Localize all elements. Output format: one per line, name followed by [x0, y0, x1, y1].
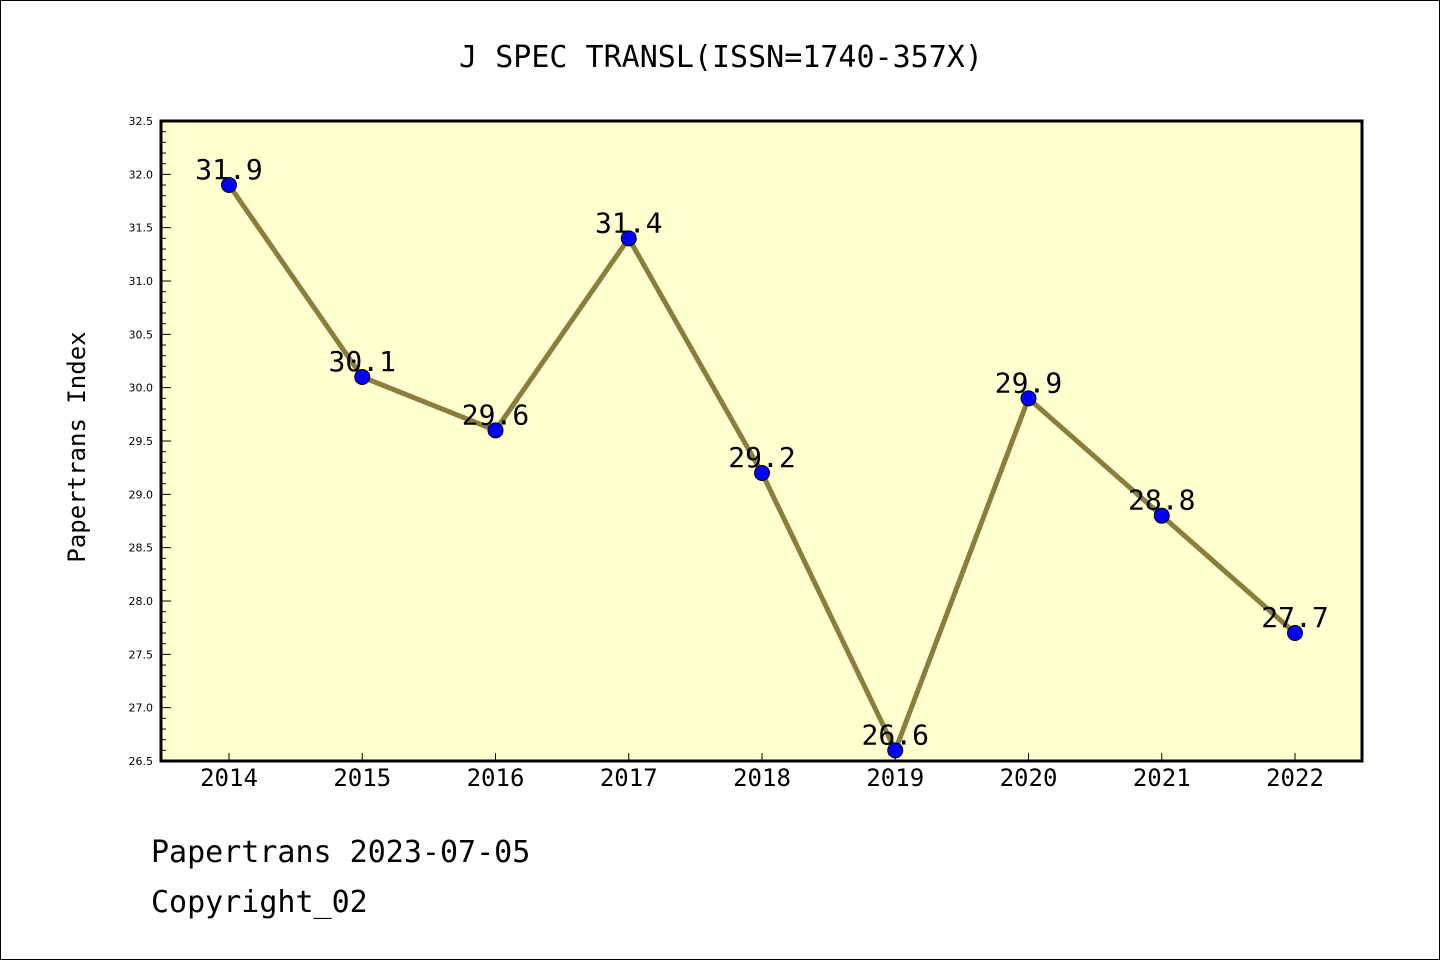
plot-area: [159, 119, 1364, 763]
x-tick-label: 2022: [1266, 764, 1324, 792]
data-point-marker: [1020, 390, 1037, 407]
data-point-marker: [620, 230, 637, 247]
y-tick-label: 27.5: [129, 648, 154, 661]
y-axis: 26.5 27.0 27.5 28.0 28.5 29.0 29.5 30.0 30.5 31.0…: [129, 115, 171, 768]
x-tick-label: 2015: [333, 764, 391, 792]
footer-copyright: Copyright_02: [151, 885, 368, 920]
data-point-marker: [887, 742, 904, 759]
y-tick-label: 30.5: [129, 328, 154, 341]
data-label: 29.6: [462, 398, 529, 431]
x-tick-label: 2016: [467, 764, 525, 792]
y-tick-label: 31.5: [129, 222, 154, 235]
data-label: 31.9: [195, 153, 262, 186]
data-label: 30.1: [329, 345, 396, 378]
y-tick-label: 26.5: [129, 755, 154, 768]
y-tick-label: 30.0: [129, 382, 154, 395]
y-tick-label: 32.5: [129, 115, 154, 128]
y-tick-label: 27.0: [129, 702, 154, 715]
y-tick-label: 28.5: [129, 542, 154, 555]
data-labels: 31.9 30.1 29.6 31.4 29.2 26.6 29.9 28.8 27.7: [195, 153, 1328, 751]
y-tick-label: 29.5: [129, 435, 154, 448]
x-tick-label: 2020: [1000, 764, 1058, 792]
x-axis: 2014 2015 2016 2017 2018 2019 2020 2021 2022: [200, 753, 1324, 792]
x-tick-label: 2014: [200, 764, 258, 792]
x-tick-label: 2018: [733, 764, 791, 792]
footer-date-line: Papertrans 2023-07-05: [151, 835, 531, 870]
x-tick-label: 2017: [600, 764, 658, 792]
data-label: 26.6: [862, 718, 929, 751]
data-label: 27.7: [1261, 601, 1328, 634]
chart-title: J SPEC TRANSL(ISSN=1740-357X): [459, 40, 983, 75]
data-label: 31.4: [595, 206, 662, 239]
data-point-marker: [221, 177, 237, 193]
y-tick-label: 31.0: [129, 275, 154, 288]
y-tick-label: 28.0: [129, 595, 154, 608]
x-tick-label: 2021: [1133, 764, 1191, 792]
data-point-marker: [1153, 507, 1170, 524]
data-label: 28.8: [1128, 484, 1195, 517]
data-point-marker: [354, 369, 371, 385]
x-tick-label: 2019: [866, 764, 924, 792]
data-point-marker: [487, 422, 504, 439]
data-label: 29.9: [995, 366, 1062, 399]
series-markers: [221, 177, 1303, 759]
data-point-marker: [1287, 625, 1303, 641]
data-label: 29.2: [728, 441, 795, 474]
y-tick-label: 29.0: [129, 488, 154, 501]
data-point-marker: [754, 465, 770, 481]
y-tick-label: 32.0: [129, 168, 154, 181]
y-axis-label: Papertrans Index: [63, 331, 91, 562]
